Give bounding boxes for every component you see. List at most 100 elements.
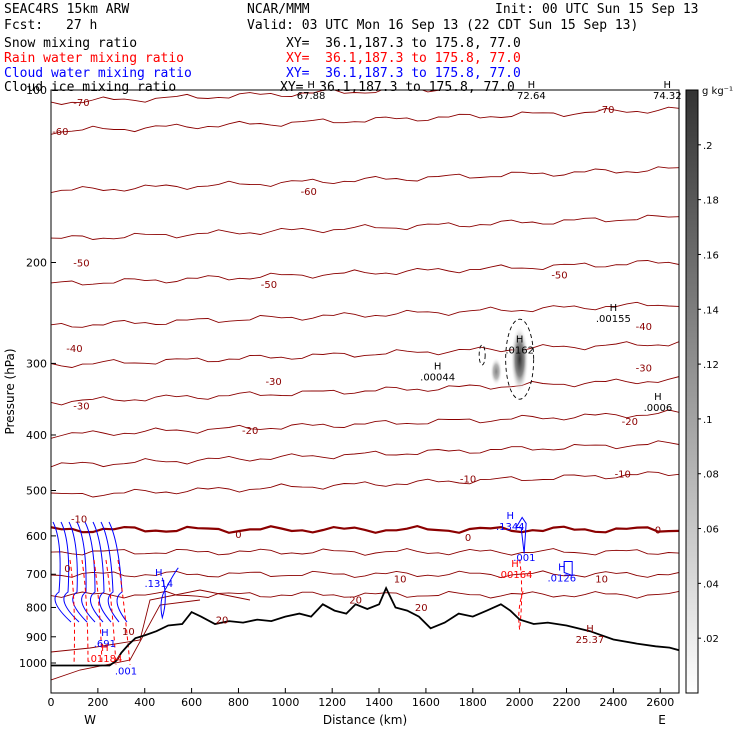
- extremum-value: .00044: [420, 373, 455, 384]
- x-tick-label: 2600: [646, 696, 674, 709]
- x-tick-label: 800: [228, 696, 249, 709]
- extremum-value: .01184: [87, 654, 122, 665]
- rain-water-contour: [69, 559, 75, 666]
- x-tick-label: 1000: [271, 696, 299, 709]
- extremum-value: 72.64: [517, 91, 546, 102]
- y-tick-label: 1000: [19, 657, 47, 670]
- x-tick-label: 2400: [599, 696, 627, 709]
- extremum-value: .001: [115, 666, 137, 677]
- isotherm-line: [51, 590, 679, 599]
- colorbar-tick-label: .1: [703, 415, 713, 426]
- extremum-mark: H: [654, 392, 662, 403]
- colorbar-tick-label: .14: [703, 305, 719, 316]
- x-tick-label: 1200: [318, 696, 346, 709]
- colorbar-tick-label: .08: [703, 470, 719, 481]
- y-tick-label: 600: [26, 530, 47, 543]
- colorbar-scale: [685, 89, 699, 694]
- isotherm-label: 0: [64, 564, 70, 575]
- field-xy-snow: XY= 36.1,187.3 to 175.8, 77.0: [286, 36, 521, 51]
- isotherm-label: 10: [122, 627, 135, 638]
- isotherm-line: [51, 471, 679, 498]
- isotherm-label: 0: [235, 530, 241, 541]
- field-name-rain: Rain water mixing ratio: [4, 51, 185, 66]
- cloud-water-contour: [563, 560, 573, 577]
- extremum-mark: H: [507, 511, 515, 522]
- cloud-ice-contour: [505, 318, 535, 400]
- cloud-ice-contour: [478, 344, 486, 366]
- extremum-value: .00164: [497, 570, 532, 581]
- extremum-value: .691: [94, 639, 116, 650]
- snow-maximum-shading: [510, 325, 529, 394]
- y-tick-label: 400: [26, 429, 47, 442]
- isotherm-label: -10: [460, 474, 476, 485]
- west-label: W: [84, 713, 96, 727]
- temperature-contours: [51, 90, 679, 681]
- isotherm-line: [51, 589, 251, 653]
- rain-water-contour: [93, 559, 103, 666]
- isotherm-line: [51, 409, 679, 439]
- isotherm-line: [51, 301, 679, 328]
- field-name-snow: Snow mixing ratio: [4, 36, 138, 51]
- terrain-line: [51, 585, 679, 667]
- y-axis-title: Pressure (hPa): [3, 348, 17, 434]
- y-tick-label: 900: [26, 631, 47, 644]
- extremum-mark: H: [511, 559, 519, 570]
- rain-water-contour: [81, 559, 89, 666]
- extremum-mark: H: [434, 362, 442, 373]
- isotherm-label: 20: [349, 596, 362, 607]
- extremum-value: 74.32: [653, 91, 682, 102]
- extremum-value: .0162: [505, 345, 534, 356]
- x-tick-label: 2200: [553, 696, 581, 709]
- colorbar-tick-label: .04: [703, 579, 719, 590]
- field-name-cloud-ice: Cloud ice mixing ratio: [4, 80, 177, 95]
- isotherm-line: [51, 440, 679, 468]
- fcst-value: 27 h: [66, 18, 98, 33]
- extremum-value: .0126: [548, 573, 577, 584]
- isotherm-label: -40: [66, 344, 82, 355]
- isotherm-label: -30: [636, 364, 652, 375]
- colorbar-tick-label: .18: [703, 196, 719, 207]
- isotherm-label: -10: [615, 470, 631, 481]
- x-tick-label: 2000: [506, 696, 534, 709]
- colorbar-tick-label: .06: [703, 525, 719, 536]
- isotherm-line: [51, 214, 679, 240]
- isotherm-line: [51, 260, 679, 286]
- isotherm-line: [51, 90, 443, 105]
- isotherm-label: -60: [301, 187, 317, 198]
- fcst-label: Fcst:: [4, 18, 44, 33]
- isotherm-label: -10: [71, 515, 87, 526]
- terrain-group: [51, 585, 679, 667]
- isotherm-label: -50: [73, 258, 89, 269]
- field-xy-cloud-water: XY= 36.1,187.3 to 175.8, 77.0: [286, 66, 521, 81]
- axes: 0 200 400 600 800 1000 1200 1400 1600 1800 2000 220…: [3, 84, 674, 727]
- colorbar-tick-label: .2: [703, 141, 713, 152]
- isotherm-line: [51, 166, 679, 194]
- isotherm-line: [51, 570, 679, 579]
- init-time: Init: 00 UTC Sun 15 Sep 13: [495, 2, 699, 17]
- isotherm-label: 0: [655, 526, 661, 537]
- extremum-mark: H: [610, 303, 618, 314]
- rain-water-contour: [105, 559, 117, 666]
- isotherm-line: [51, 376, 679, 406]
- cloud-water-contour: [515, 516, 527, 554]
- cloud-water-contour: [52, 521, 72, 623]
- colorbar-tick-label: .16: [703, 250, 719, 261]
- colorbar-tick-label: .12: [703, 360, 719, 371]
- isotherm-label: -20: [242, 426, 258, 437]
- extremum-mark: H: [101, 628, 109, 639]
- extremum-value: .1314: [144, 579, 173, 590]
- extremum-value: 25.37: [576, 635, 605, 646]
- plot-frame: [50, 89, 680, 694]
- field-xy-rain: XY= 36.1,187.3 to 175.8, 77.0: [286, 51, 521, 66]
- extremum-mark: H: [558, 562, 566, 573]
- x-tick-label: 1400: [365, 696, 393, 709]
- isotherm-label: 0: [465, 533, 471, 544]
- isotherm-label: 10: [595, 574, 608, 585]
- field-name-cloud-water: Cloud water mixing ratio: [4, 66, 192, 81]
- y-tick-label: 300: [26, 357, 47, 370]
- isotherm-line: [51, 548, 679, 556]
- isotherm-label: -40: [636, 322, 652, 333]
- org-name: NCAR/MMM: [247, 2, 310, 17]
- extremum-value: .1344: [496, 522, 525, 533]
- isotherm-label: -70: [73, 98, 89, 109]
